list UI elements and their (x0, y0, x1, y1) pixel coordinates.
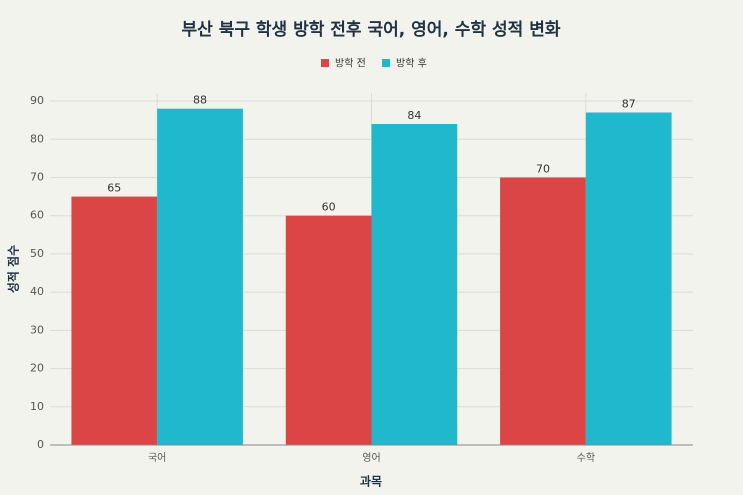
data-label: 84 (407, 109, 421, 122)
x-tick-label: 국어 (148, 452, 166, 464)
x-axis-label: 과목 (360, 474, 382, 489)
bar (585, 112, 672, 445)
bar (157, 108, 243, 446)
data-label: 87 (622, 98, 636, 111)
data-label: 65 (107, 182, 121, 195)
y-tick-label: 50 (30, 247, 44, 260)
bar (71, 196, 158, 445)
legend-swatch (382, 59, 390, 67)
y-tick-label: 60 (30, 209, 44, 222)
y-tick-label: 70 (30, 170, 44, 183)
legend-swatch (321, 59, 329, 67)
y-tick-label: 90 (30, 94, 44, 107)
legend-label: 방학 전 (335, 58, 366, 70)
bar (500, 177, 586, 445)
y-tick-label: 80 (30, 132, 44, 145)
data-label: 70 (536, 162, 550, 175)
y-tick-label: 0 (37, 438, 44, 451)
y-axis-label: 성적 점수 (6, 245, 21, 293)
data-label: 60 (322, 201, 336, 214)
x-tick-label: 수학 (577, 452, 595, 464)
y-tick-label: 10 (30, 400, 44, 413)
chart-title: 부산 북구 학생 방학 전후 국어, 영어, 수학 성적 변화 (182, 19, 561, 40)
bar (371, 123, 458, 446)
y-tick-label: 40 (30, 285, 44, 298)
legend-label: 방학 후 (396, 58, 427, 70)
x-tick-label: 영어 (362, 452, 380, 464)
data-label: 88 (193, 94, 207, 107)
bar (285, 215, 372, 445)
y-tick-label: 20 (30, 362, 44, 375)
y-tick-label: 30 (30, 323, 44, 336)
